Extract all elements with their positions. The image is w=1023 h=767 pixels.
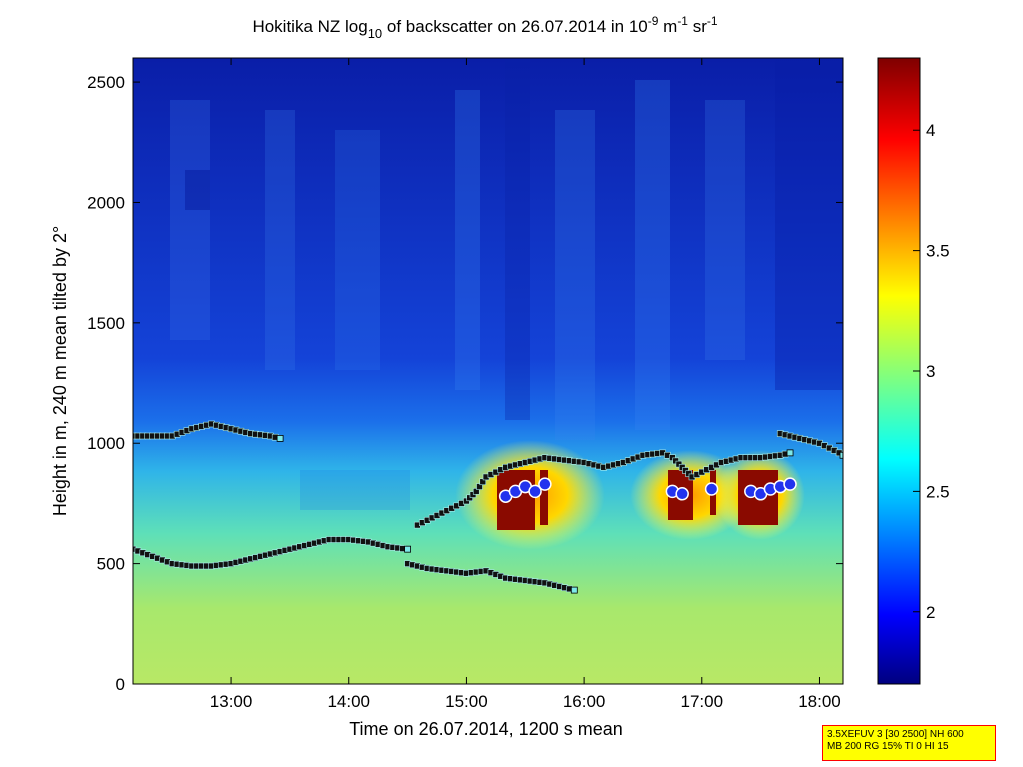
- colorbar-tick-label: 3: [926, 362, 935, 381]
- colorbar-tick-label: 3.5: [926, 242, 950, 261]
- x-tick-label: 18:00: [798, 692, 841, 711]
- y-tick-label: 0: [116, 675, 125, 694]
- x-tick-label: 13:00: [210, 692, 253, 711]
- y-axis: 0 500 1000 1500 2000 2500: [87, 73, 843, 694]
- cloud-base-marker: [783, 477, 797, 491]
- y-tick-label: 2000: [87, 193, 125, 212]
- colorbar-tick-label: 2.5: [926, 482, 950, 501]
- layer-marker: [276, 435, 284, 442]
- y-tick-label: 2500: [87, 73, 125, 92]
- x-tick-label: 17:00: [681, 692, 724, 711]
- title-exp3: -1: [707, 14, 718, 28]
- layer-marker: [839, 451, 843, 459]
- title-log-base: 10: [368, 26, 382, 41]
- heatmap-background: [133, 58, 843, 684]
- y-tick-label: 1500: [87, 314, 125, 333]
- colorbar-tick-label: 4: [926, 121, 935, 140]
- cloud-base-marker: [675, 487, 689, 501]
- y-tick-label: 500: [97, 555, 125, 574]
- layer-marker: [786, 449, 794, 457]
- plot-frame: [132, 57, 844, 685]
- cloud-base-marker: [528, 484, 542, 499]
- title-exp1: -9: [648, 14, 659, 28]
- layer-marker: [404, 545, 411, 553]
- x-tick-label: 16:00: [563, 692, 606, 711]
- title-unit1: m: [658, 17, 677, 36]
- x-tick-label: 15:00: [445, 692, 488, 711]
- x-axis: 13:00 14:00 15:00 16:00 17:00 18:00: [210, 58, 841, 711]
- y-tick-label: 1000: [87, 434, 125, 453]
- cloud-base-marker: [704, 482, 719, 496]
- marker-series-layer: [133, 420, 843, 594]
- series-4: [776, 430, 843, 459]
- info-line-2: MB 200 RG 15% TI 0 HI 15: [827, 741, 949, 752]
- processing-info-box: 3.5XEFUV 3 [30 2500] NH 600 MB 200 RG 15…: [822, 725, 996, 761]
- heatmap-texture: [170, 60, 843, 510]
- colorbar: 2 2.5 3 3.5 4: [877, 57, 950, 685]
- series-0: [133, 420, 284, 442]
- x-axis-label: Time on 26.07.2014, 1200 s mean: [349, 719, 623, 739]
- cloud-signal: [455, 440, 805, 550]
- series-5: [498, 477, 797, 503]
- colorbar-ticks: 2 2.5 3 3.5 4: [913, 121, 950, 622]
- series-1: [133, 536, 411, 570]
- title-middle: of backscatter on 26.07.2014 in 10: [382, 17, 648, 36]
- series-3: [414, 449, 794, 529]
- colorbar-tick-label: 2: [926, 603, 935, 622]
- plot-area: [133, 58, 843, 684]
- info-line-1: 3.5XEFUV 3 [30 2500] NH 600: [827, 729, 964, 740]
- y-axis-label: Height in m, 240 m mean tilted by 2°: [50, 226, 70, 516]
- chart-title: Hokitika NZ log10 of backscatter on 26.0…: [252, 14, 717, 41]
- layer-marker: [570, 586, 578, 594]
- cloud-base-marker: [538, 477, 552, 491]
- title-unit2: sr: [688, 17, 707, 36]
- title-exp2: -1: [677, 14, 688, 28]
- series-2: [404, 560, 578, 594]
- title-prefix: Hokitika NZ log: [252, 17, 367, 36]
- x-tick-label: 14:00: [327, 692, 370, 711]
